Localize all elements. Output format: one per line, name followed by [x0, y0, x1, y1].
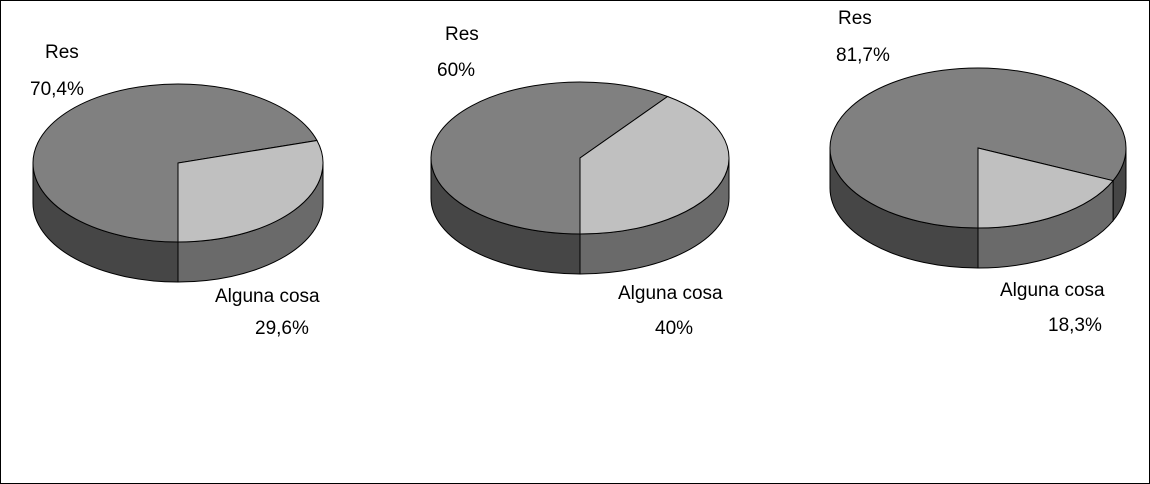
pie-slice — [430, 81, 669, 235]
slice-value-label: 29,6% — [255, 318, 309, 339]
slice-category: Res — [45, 42, 79, 63]
slice-value-label: 40% — [655, 318, 693, 339]
slice-value-label: 70,4% — [30, 79, 84, 100]
pie-slice — [32, 83, 318, 243]
slice-category: Alguna cosa — [1000, 280, 1105, 301]
pie-slice — [177, 139, 324, 243]
slice-category: Res — [445, 24, 479, 45]
slice-value-label: 81,7% — [836, 45, 890, 66]
pie-slice — [977, 147, 1114, 229]
slice-value-label: 18,3% — [1048, 315, 1102, 336]
slice-value-label: 60% — [437, 60, 475, 81]
slice-category: Res — [838, 8, 872, 29]
pie-slice — [579, 95, 730, 235]
slice-category: Alguna cosa — [215, 286, 320, 307]
slice-category: Alguna cosa — [618, 283, 723, 304]
